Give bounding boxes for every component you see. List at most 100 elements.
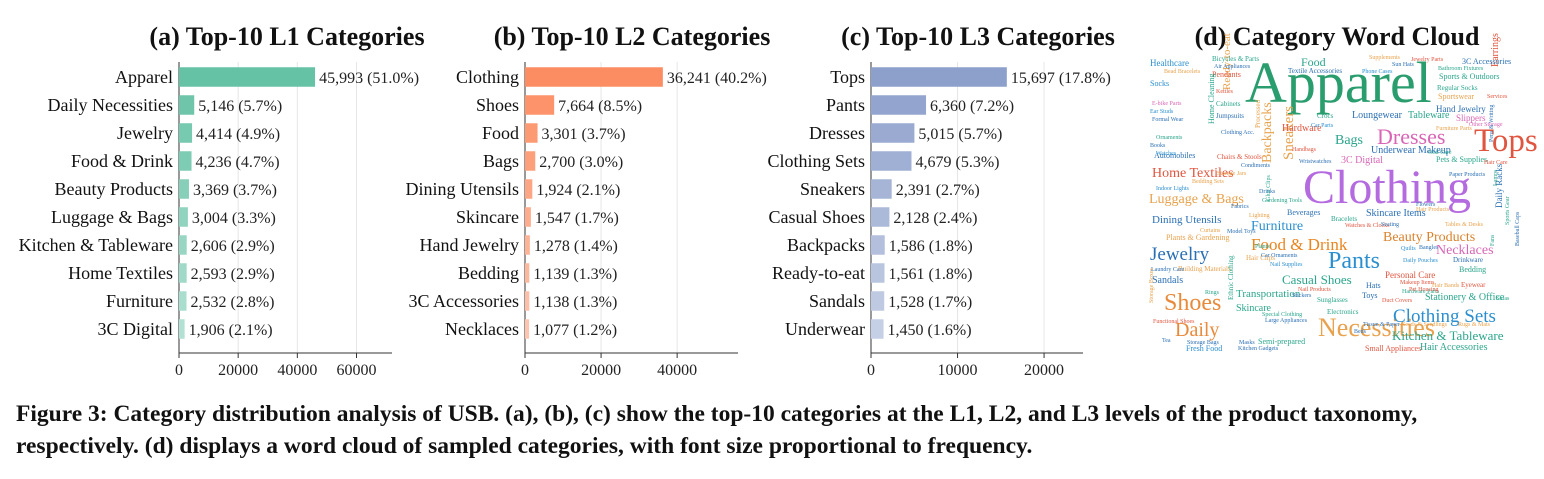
word-cloud-word: Storage Jars — [1217, 171, 1247, 177]
word-cloud-word: Sports Gear — [1505, 197, 1511, 226]
panel-a-value-label: 3,369 (3.7%) — [193, 182, 277, 199]
panel-c-value-label: 2,391 (2.7%) — [896, 182, 980, 199]
panel-c-bar — [871, 207, 890, 227]
panel-a-bar — [179, 263, 187, 283]
panel-b-value-label: 7,664 (8.5%) — [558, 98, 642, 115]
panel-a-value-label: 1,906 (2.1%) — [189, 322, 273, 339]
panel-c-category-label: Ready-to-eat — [772, 263, 865, 283]
panel-b-bar — [525, 123, 538, 143]
panel-b-bar — [525, 67, 663, 87]
panel-c-title: (c) Top-10 L3 Categories — [841, 22, 1115, 51]
word-cloud-word: Building Materials — [1178, 265, 1231, 273]
panel-a-bar — [179, 123, 193, 143]
word-cloud-word: Large Appliances — [1265, 318, 1308, 324]
word-cloud-word: Rugs & Mats — [1458, 322, 1491, 328]
panel-c-category-label: Sandals — [809, 291, 865, 311]
panel-b-value-label: 3,301 (3.7%) — [542, 126, 626, 143]
panel-c-value-label: 1,528 (1.7%) — [888, 294, 972, 311]
panel-c-category-label: Dresses — [809, 123, 865, 143]
word-cloud-word: Pendants — [1212, 70, 1241, 79]
panel-a-value-label: 2,532 (2.8%) — [190, 294, 274, 311]
panel-b-value-label: 1,547 (1.7%) — [535, 210, 619, 227]
word-cloud-word: Formal Wear — [1152, 117, 1183, 123]
word-cloud-word: Watches — [1156, 151, 1177, 157]
panel-b-value-label: 1,077 (1.2%) — [533, 322, 617, 339]
panel-a-value-label: 5,146 (5.7%) — [198, 98, 282, 115]
panel-b-bar — [525, 151, 536, 171]
panel-a-category-label: Food & Drink — [71, 151, 173, 171]
figure-canvas: (a) Top-10 L1 Categories 0 20000 40000 60000… — [19, 22, 1538, 379]
panel-c-value-label: 1,586 (1.8%) — [889, 238, 973, 255]
panel-a-xtick-label: 0 — [175, 362, 183, 379]
panel-c-xtick-label: 20000 — [1024, 362, 1064, 379]
panel-b-value-label: 1,924 (2.1%) — [536, 182, 620, 199]
word-cloud-word: Jumpsuits — [1216, 112, 1244, 120]
word-cloud-word: Bracelets — [1331, 215, 1357, 223]
word-cloud-word: Kitchen & Tableware — [1392, 328, 1504, 343]
word-cloud-word: Seeds & Seedlings — [1402, 322, 1448, 328]
word-cloud-word: Food — [1301, 55, 1326, 69]
word-cloud-word: Seating — [1381, 222, 1399, 228]
word-cloud-word: Sofas — [1496, 295, 1510, 302]
panel-b-xtick-label: 20000 — [581, 362, 621, 379]
panel-a-bar — [179, 319, 185, 339]
word-cloud-word: Casual Shoes — [1282, 272, 1352, 287]
word-cloud-word: Ornaments — [1156, 135, 1183, 141]
panel-c-bar — [871, 95, 927, 115]
word-cloud-word: Tops — [1474, 123, 1538, 159]
word-cloud-word: Sun Hats — [1392, 62, 1415, 68]
panel-a-bar — [179, 95, 195, 115]
panel-c-category-label: Sneakers — [800, 179, 865, 199]
word-cloud-word: Bead Bracelets — [1164, 69, 1201, 75]
word-cloud-word: Car Ornaments — [1261, 253, 1298, 259]
panel-c-category-label: Underwear — [785, 319, 865, 339]
word-cloud-word: Semi-prepared — [1258, 337, 1305, 346]
word-cloud-word: Hair Products — [1416, 207, 1450, 213]
word-cloud-word: Beds — [1354, 329, 1367, 335]
word-cloud-word: Tissue & Paper — [1363, 322, 1400, 328]
word-cloud-word: Lamps — [1493, 169, 1499, 186]
word-cloud-word: Fabrics — [1231, 204, 1249, 210]
word-cloud-word: 3C Digital — [1341, 155, 1383, 166]
panel-c-bar — [871, 319, 884, 339]
word-cloud-word: Daily Pouches — [1403, 258, 1438, 264]
word-cloud-word: Sportswear — [1438, 92, 1474, 101]
word-cloud-word: Paper Products — [1449, 172, 1486, 178]
word-cloud-word: Hair Care — [1484, 160, 1508, 166]
panel-a-category-label: Jewelry — [117, 123, 173, 143]
panel-b-category-label: Bags — [483, 151, 519, 171]
word-cloud-word: Tea — [1162, 338, 1171, 344]
word-cloud-word: Jewelry Parts — [1411, 57, 1444, 63]
panel-c-bar — [871, 123, 915, 143]
word-cloud-word: Pens & Writing — [1489, 105, 1495, 142]
word-cloud-word: Luggage & Bags — [1149, 192, 1244, 207]
word-cloud-word: Furniture Parts — [1436, 126, 1472, 132]
word-cloud-word: Curtains — [1200, 228, 1221, 234]
word-cloud-word: Makeup Items — [1400, 280, 1435, 286]
word-cloud-word: Beauty Products — [1383, 230, 1475, 245]
panel-b-category-label: Clothing — [456, 67, 519, 87]
word-cloud-word: Hats — [1366, 281, 1381, 290]
panel-c-value-label: 2,128 (2.4%) — [893, 210, 977, 227]
panel-b-title: (b) Top-10 L2 Categories — [494, 22, 771, 51]
panel-b-xtick-label: 40000 — [657, 362, 697, 379]
panel-b-bar — [525, 319, 530, 339]
word-cloud-word: Sports & Outdoors — [1439, 72, 1499, 81]
word-cloud-word: Personal Care — [1385, 270, 1435, 280]
word-cloud-word: Dresses — [1377, 124, 1445, 149]
word-cloud-word: Daily — [1175, 319, 1219, 341]
word-cloud-word: Transportation — [1236, 288, 1301, 300]
panel-b-category-label: 3C Accessories — [409, 291, 519, 311]
word-cloud-word: Toys — [1362, 291, 1377, 300]
word-cloud-word: Plants & Gardening — [1166, 233, 1230, 242]
panel-a-bar — [179, 291, 187, 311]
word-cloud-word: Hair Clips — [1246, 254, 1275, 262]
panel-a-value-label: 4,236 (4.7%) — [196, 154, 280, 171]
word-cloud-word: Gardening Tools — [1262, 198, 1303, 204]
panel-b-bar-chart: (b) Top-10 L2 Categories 0 20000 40000 Cloth… — [405, 22, 770, 379]
panel-a-bar — [179, 151, 192, 171]
word-cloud-word: Baseball Caps — [1515, 211, 1521, 246]
word-cloud-word: Wristwatches — [1299, 159, 1332, 165]
panel-d-title: (d) Category Word Cloud — [1195, 22, 1480, 51]
word-cloud-word: Supplements — [1369, 55, 1401, 61]
